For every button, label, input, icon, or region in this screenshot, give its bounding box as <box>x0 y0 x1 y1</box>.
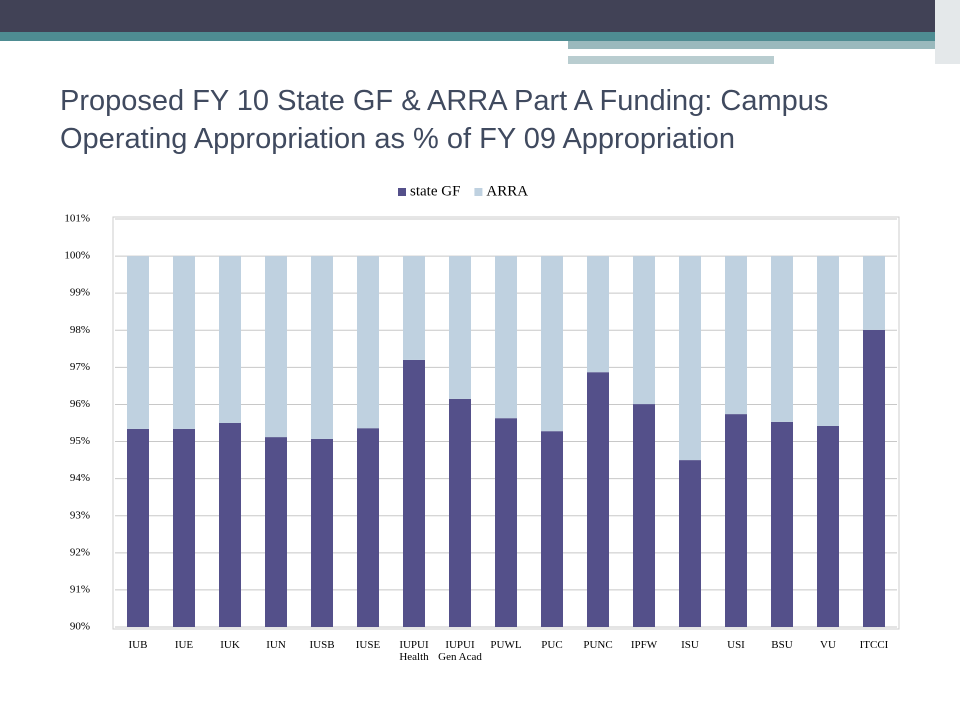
bar-segment <box>403 256 425 360</box>
x-tick-label: ISU <box>681 639 699 651</box>
bar-segment <box>311 256 333 439</box>
slide-title: Proposed FY 10 State GF & ARRA Part A Fu… <box>60 85 829 155</box>
bar-segment <box>127 256 149 429</box>
bar-segment <box>587 372 609 627</box>
bar-segment <box>495 418 517 627</box>
bar-segment <box>725 256 747 415</box>
bar-segment <box>771 421 793 627</box>
bar-segment <box>679 460 701 627</box>
y-tick-label: 97% <box>70 361 90 373</box>
legend-label: ARRA <box>486 183 528 199</box>
bar-segment <box>495 256 517 419</box>
x-tick-label: IUN <box>266 639 286 651</box>
x-tick-label: PUWL <box>490 639 522 651</box>
y-tick-label: 98% <box>70 324 90 336</box>
y-tick-label: 91% <box>70 583 90 595</box>
y-tick-label: 100% <box>64 250 90 262</box>
x-tick-label: IUSE <box>355 639 381 651</box>
bar-segment <box>219 423 241 627</box>
bar-segment <box>449 256 471 399</box>
header-stripe <box>568 56 774 64</box>
bar-segment <box>541 431 563 627</box>
bar-segment <box>863 256 885 330</box>
header-bar <box>0 0 935 32</box>
bar-segment <box>587 256 609 373</box>
x-tick-label: BSU <box>771 639 793 651</box>
bar-segment <box>541 256 563 432</box>
x-tick-label: IUB <box>128 639 148 651</box>
plot-frame <box>112 216 900 630</box>
x-tick-label: ITCCI <box>859 639 889 651</box>
bar-segment <box>265 437 287 627</box>
y-tick-label: 101% <box>64 213 90 225</box>
bar-segment <box>633 404 655 627</box>
x-tick-label: PUNC <box>583 639 613 651</box>
bar-segment <box>357 428 379 627</box>
bar-segment <box>725 414 747 627</box>
y-tick-label: 93% <box>70 509 90 521</box>
bar-segment <box>817 256 839 426</box>
y-tick-label: 95% <box>70 435 90 447</box>
y-tick-label: 99% <box>70 287 90 299</box>
y-tick-label: 90% <box>70 621 90 633</box>
bar-segment <box>679 256 701 461</box>
x-tick-label: PUC <box>541 639 563 651</box>
bar-segment <box>173 256 195 429</box>
header-corner <box>935 0 960 64</box>
bar-segment <box>219 256 241 423</box>
x-tick-label: IUPUI Gen Acad <box>438 639 482 663</box>
x-tick-label: IUSB <box>309 639 335 651</box>
header-stripe <box>568 41 935 49</box>
x-tick-label: IUPUI Health <box>399 639 429 663</box>
y-tick-label: 94% <box>70 472 90 484</box>
bar-segment <box>449 398 471 627</box>
bar-segment <box>863 329 885 627</box>
x-tick-label: USI <box>727 639 745 651</box>
bar-segment <box>127 428 149 627</box>
bar-segment <box>265 256 287 438</box>
x-tick-label: IUE <box>174 639 194 651</box>
header-stripe <box>0 32 935 41</box>
y-tick-label: 92% <box>70 546 90 558</box>
bar-segment <box>357 256 379 429</box>
bar-segment <box>403 359 425 627</box>
bar-segment <box>633 256 655 405</box>
legend-swatch <box>474 188 483 196</box>
y-tick-label: 96% <box>70 398 90 410</box>
legend-label: state GF <box>410 183 460 199</box>
x-tick-label: IPFW <box>630 639 658 651</box>
bar-segment <box>311 438 333 627</box>
bar-segment <box>817 425 839 627</box>
x-tick-label: VU <box>820 639 836 651</box>
bar-segment <box>173 428 195 627</box>
bar-segment <box>771 256 793 422</box>
legend-swatch <box>398 188 406 196</box>
x-tick-label: IUK <box>220 639 240 651</box>
